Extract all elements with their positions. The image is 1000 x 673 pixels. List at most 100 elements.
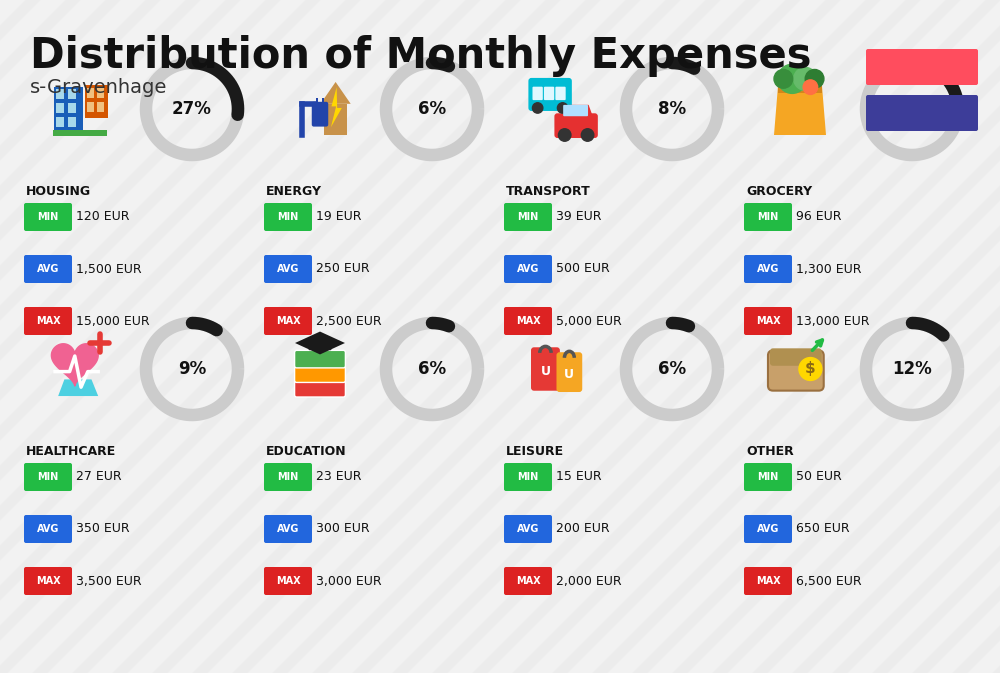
FancyBboxPatch shape (87, 87, 94, 98)
FancyBboxPatch shape (68, 103, 76, 113)
FancyBboxPatch shape (295, 380, 345, 397)
Text: 250 EUR: 250 EUR (316, 262, 370, 275)
FancyBboxPatch shape (744, 463, 792, 491)
Polygon shape (324, 104, 347, 135)
FancyBboxPatch shape (24, 567, 72, 595)
Text: MAX: MAX (276, 576, 300, 586)
Text: s-Gravenhage: s-Gravenhage (30, 78, 167, 97)
Text: HEALTHCARE: HEALTHCARE (26, 445, 116, 458)
FancyBboxPatch shape (68, 117, 76, 127)
FancyBboxPatch shape (53, 130, 107, 136)
Text: 19 EUR: 19 EUR (316, 211, 362, 223)
Text: ENERGY: ENERGY (266, 185, 322, 198)
Circle shape (799, 357, 822, 380)
Text: MIN: MIN (277, 212, 299, 222)
Text: 23 EUR: 23 EUR (316, 470, 362, 483)
Text: AVG: AVG (37, 524, 59, 534)
Text: AVG: AVG (757, 524, 779, 534)
Text: U: U (564, 368, 574, 381)
FancyBboxPatch shape (778, 80, 822, 94)
Text: AVG: AVG (757, 264, 779, 274)
Text: 6%: 6% (658, 360, 686, 378)
FancyBboxPatch shape (68, 90, 76, 99)
Text: 1,300 EUR: 1,300 EUR (796, 262, 862, 275)
Text: MAX: MAX (276, 316, 300, 326)
Text: MAX: MAX (516, 316, 540, 326)
FancyBboxPatch shape (504, 203, 552, 231)
FancyBboxPatch shape (504, 463, 552, 491)
Circle shape (774, 69, 793, 88)
FancyBboxPatch shape (264, 203, 312, 231)
Polygon shape (563, 105, 593, 116)
Text: AVG: AVG (277, 524, 299, 534)
FancyBboxPatch shape (744, 515, 792, 543)
FancyBboxPatch shape (312, 102, 328, 127)
Text: 3,000 EUR: 3,000 EUR (316, 575, 382, 588)
FancyBboxPatch shape (528, 78, 572, 111)
Polygon shape (331, 87, 342, 127)
Text: EDUCATION: EDUCATION (266, 445, 347, 458)
Text: 6%: 6% (418, 100, 446, 118)
FancyBboxPatch shape (744, 203, 792, 231)
Text: MAX: MAX (36, 316, 60, 326)
FancyBboxPatch shape (264, 255, 312, 283)
Polygon shape (58, 380, 98, 396)
FancyBboxPatch shape (744, 255, 792, 283)
FancyBboxPatch shape (24, 203, 72, 231)
FancyBboxPatch shape (532, 87, 543, 100)
Text: 6%: 6% (418, 360, 446, 378)
Text: 650 EUR: 650 EUR (796, 522, 850, 536)
Polygon shape (321, 82, 351, 104)
Text: MIN: MIN (37, 472, 59, 482)
FancyBboxPatch shape (309, 338, 331, 350)
Polygon shape (51, 344, 98, 386)
Text: 120 EUR: 120 EUR (76, 211, 130, 223)
Text: TRANSPORT: TRANSPORT (506, 185, 591, 198)
Text: 300 EUR: 300 EUR (316, 522, 370, 536)
FancyBboxPatch shape (866, 95, 978, 131)
Text: AVG: AVG (517, 524, 539, 534)
FancyBboxPatch shape (504, 307, 552, 335)
FancyBboxPatch shape (556, 352, 582, 392)
Text: MAX: MAX (36, 576, 60, 586)
FancyBboxPatch shape (56, 90, 64, 99)
FancyBboxPatch shape (56, 117, 64, 127)
FancyBboxPatch shape (504, 255, 552, 283)
Text: 500 EUR: 500 EUR (556, 262, 610, 275)
FancyBboxPatch shape (555, 87, 566, 100)
Circle shape (557, 103, 568, 113)
Text: 15,000 EUR: 15,000 EUR (76, 314, 150, 328)
FancyBboxPatch shape (264, 307, 312, 335)
FancyBboxPatch shape (554, 113, 598, 138)
FancyBboxPatch shape (54, 87, 83, 134)
Text: 12%: 12% (892, 360, 932, 378)
Text: 2,500 EUR: 2,500 EUR (316, 314, 382, 328)
Text: MAX: MAX (516, 576, 540, 586)
Text: OTHER: OTHER (746, 445, 794, 458)
FancyBboxPatch shape (316, 98, 318, 104)
Text: Distribution of Monthly Expenses: Distribution of Monthly Expenses (30, 35, 812, 77)
Text: MAX: MAX (756, 316, 780, 326)
Text: 350 EUR: 350 EUR (76, 522, 130, 536)
Text: MIN: MIN (517, 472, 539, 482)
Text: 2,000 EUR: 2,000 EUR (556, 575, 622, 588)
FancyBboxPatch shape (264, 515, 312, 543)
FancyBboxPatch shape (295, 365, 345, 382)
FancyBboxPatch shape (295, 351, 345, 368)
FancyBboxPatch shape (264, 567, 312, 595)
FancyBboxPatch shape (563, 105, 588, 116)
Text: AVG: AVG (517, 264, 539, 274)
FancyBboxPatch shape (544, 87, 554, 100)
Circle shape (581, 129, 594, 141)
FancyBboxPatch shape (85, 85, 108, 118)
Text: 8%: 8% (658, 100, 686, 118)
FancyBboxPatch shape (322, 98, 324, 104)
Text: AVG: AVG (37, 264, 59, 274)
Text: 27 EUR: 27 EUR (76, 470, 122, 483)
Circle shape (794, 67, 817, 90)
Circle shape (532, 103, 543, 113)
Circle shape (778, 65, 807, 94)
Text: HOUSING: HOUSING (26, 185, 91, 198)
Text: AVG: AVG (277, 264, 299, 274)
FancyBboxPatch shape (97, 87, 104, 98)
